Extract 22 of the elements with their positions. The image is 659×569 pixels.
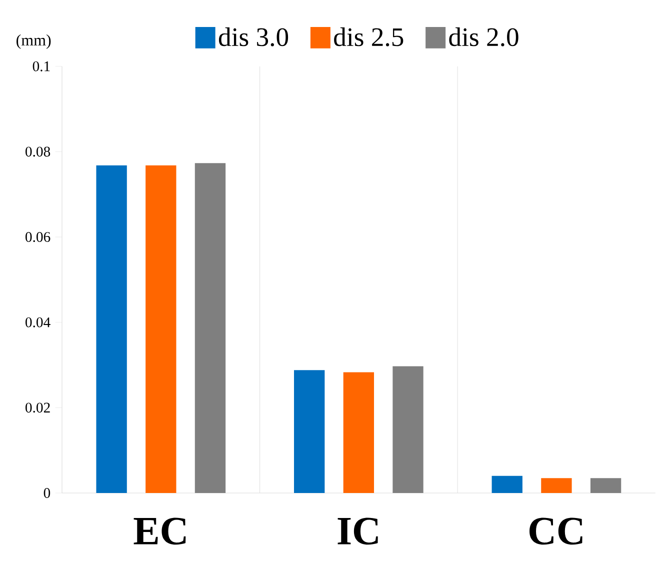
x-tick-label: CC [530, 518, 582, 545]
bar [343, 372, 374, 493]
y-tick-label: 0.1 [32, 61, 50, 72]
y-tick-label: 0.02 [26, 402, 50, 413]
bar [541, 478, 572, 493]
y-tick-label: 0 [44, 488, 50, 498]
bar [492, 476, 522, 493]
y-tick-label: 0.08 [26, 146, 50, 157]
bar [146, 165, 176, 493]
y-tick-label: 0.04 [26, 317, 50, 328]
legend-label: dis 2.5 [334, 27, 404, 46]
bar [590, 478, 622, 493]
y-tick-label: 0.06 [26, 232, 50, 242]
legend-label: dis 3.0 [218, 27, 288, 46]
x-tick-label: IC [338, 518, 378, 545]
bar [392, 366, 424, 493]
legend-label: dis 2.0 [449, 27, 518, 46]
bar [194, 163, 226, 493]
bar [96, 165, 127, 493]
bar [294, 370, 325, 493]
y-axis-title: (mm) [16, 34, 51, 49]
x-tick-label: EC [134, 518, 186, 545]
